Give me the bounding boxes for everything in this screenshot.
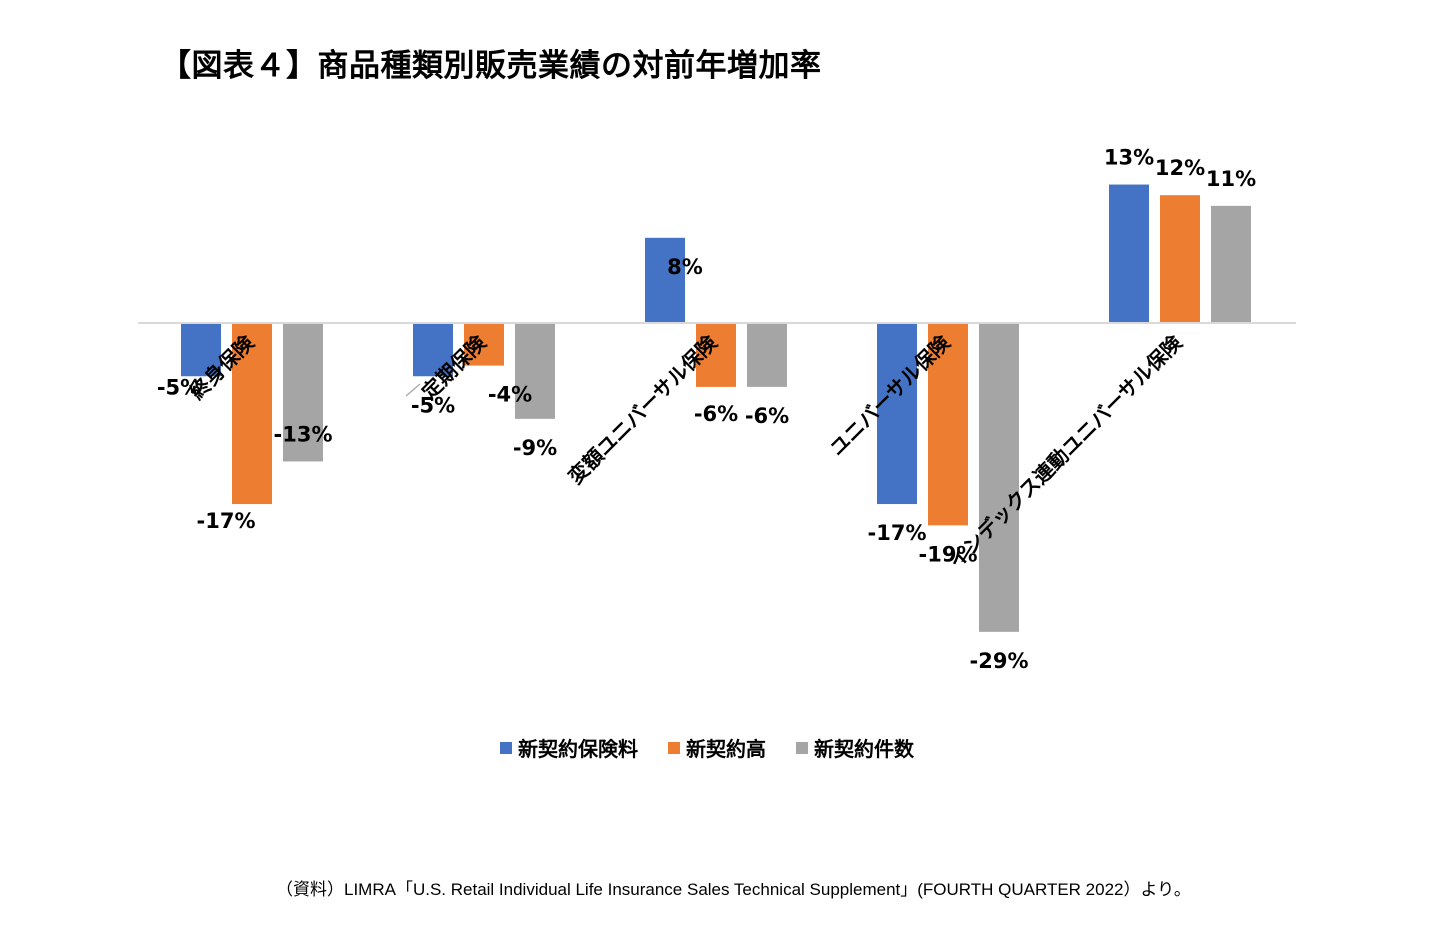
data-label-amount-4: 12% [1155, 156, 1205, 180]
data-label-premium-2: 8% [667, 255, 703, 279]
data-label-count-3: -29% [970, 649, 1029, 673]
bar-count-0 [283, 323, 323, 462]
bar-premium-1 [413, 323, 453, 377]
data-label-count-4: 11% [1206, 167, 1256, 191]
legend-item-count: 新契約件数 [796, 733, 914, 762]
bar-chart: -5% -5% 8% -17% 13% -17% -4% -6% -19% 12% -13% -9% -… [138, 146, 1296, 673]
legend-label-premium: 新契約保険料 [518, 737, 638, 761]
legend: 新契約保険料 新契約高 新契約件数 [500, 733, 914, 762]
bar-amount-4 [1160, 195, 1200, 323]
bar-count-2 [747, 323, 787, 387]
data-label-premium-3: -17% [868, 521, 927, 545]
legend-item-amount: 新契約高 [668, 733, 766, 762]
legend-swatch-premium [500, 741, 512, 754]
legend-swatch-amount [668, 741, 680, 754]
leader-line-amount-0 [405, 383, 421, 397]
bar-premium-3 [877, 323, 917, 505]
data-label-premium-0: -5% [157, 375, 201, 399]
bar-amount-2 [696, 323, 736, 387]
data-label-amount-1: -4% [488, 383, 532, 407]
bar-count-3 [979, 323, 1019, 632]
bar-amount-0 [232, 323, 272, 505]
bar-count-1 [515, 323, 555, 419]
legend-swatch-count [796, 741, 808, 754]
bar-premium-4 [1109, 184, 1149, 323]
data-label-count-1: -9% [513, 436, 557, 460]
legend-label-amount: 新契約高 [686, 737, 766, 761]
data-label-amount-0: -17% [197, 509, 256, 533]
legend-label-count: 新契約件数 [814, 737, 914, 761]
bar-premium-2 [645, 237, 685, 323]
data-label-amount-2: -6% [694, 402, 738, 426]
data-label-premium-1: -5% [411, 393, 455, 417]
legend-item-premium: 新契約保険料 [500, 733, 638, 762]
data-label-count-2: -6% [745, 404, 789, 428]
data-label-count-0: -13% [274, 422, 333, 446]
bar-premium-0 [181, 323, 221, 377]
source-note: （資料）LIMRA「U.S. Retail Individual Life In… [276, 880, 1191, 899]
bar-amount-3 [928, 323, 968, 526]
data-label-premium-4: 13% [1104, 146, 1154, 170]
chart-title: 【図表４】商品種類別販売業績の対前年増加率 [160, 48, 822, 84]
data-label-amount-3: -19% [919, 542, 978, 566]
bar-count-4 [1211, 205, 1251, 323]
bar-amount-1 [464, 323, 504, 366]
